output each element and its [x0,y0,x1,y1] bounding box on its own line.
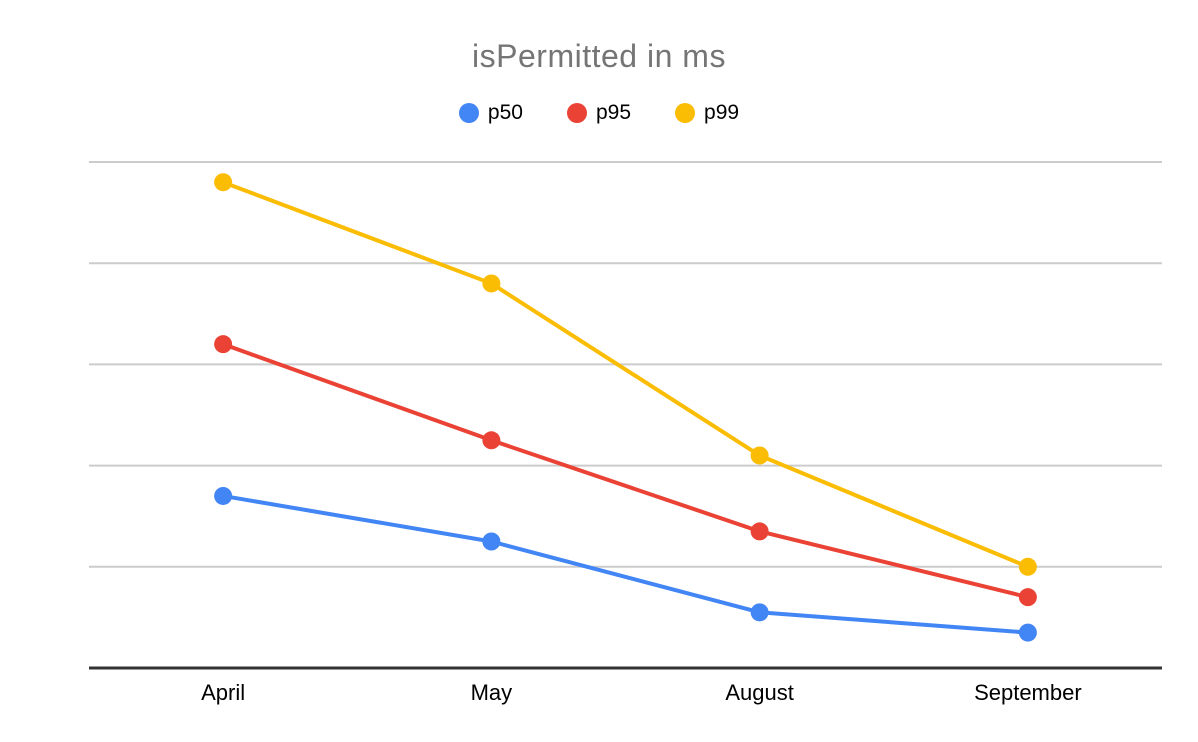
data-point-p95-August [750,522,769,541]
data-point-p95-April [214,335,233,354]
x-axis-label-may: May [471,680,513,705]
legend-item-p99: p99 [675,101,739,125]
chart-title: isPermitted in ms [472,38,726,74]
series-line-p95 [221,342,1030,600]
legend-item-p95: p95 [566,101,632,125]
data-point-p50-September [1018,623,1037,642]
legend-swatch-p99 [675,103,696,123]
legend-swatch-p95 [566,103,587,123]
legend-label-p99: p99 [704,101,740,124]
x-axis-label-april: April [201,680,245,705]
legend-item-p50: p50 [458,101,523,125]
data-point-p95-May [482,431,501,450]
data-point-p99-August [750,446,769,465]
chart-legend: p50 p95 p99 [0,101,1198,125]
legend-swatch-p50 [458,103,479,123]
data-point-p50-May [482,532,501,551]
data-point-p99-April [214,173,233,192]
series-line-p50 [221,493,1030,635]
x-axis-label-september: September [974,680,1082,705]
data-point-p99-May [482,274,501,293]
data-point-p99-September [1018,557,1037,576]
legend-label-p95: p95 [595,101,632,124]
data-point-p50-August [750,603,769,622]
legend-label-p50: p50 [487,101,523,124]
data-point-p50-April [214,486,233,505]
x-axis-label-august: August [725,680,794,705]
series-line-p99 [221,180,1030,569]
data-point-p95-September [1018,588,1037,607]
